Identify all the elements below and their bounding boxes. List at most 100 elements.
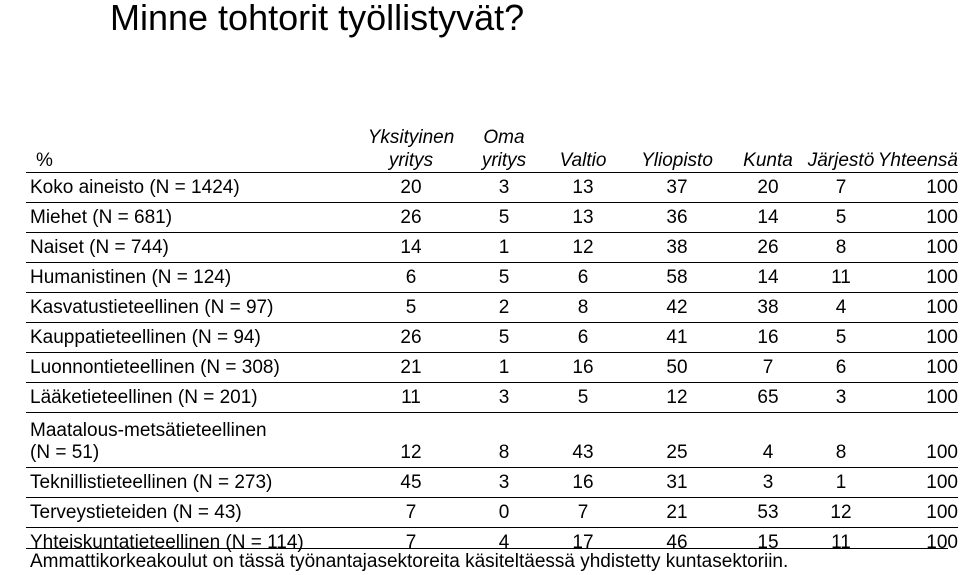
table-cell: 42 (624, 292, 730, 323)
table-cell: 58 (624, 262, 730, 293)
table-row: Miehet (N = 681) 26 5 13 36 14 5 100 (26, 202, 958, 233)
table-row: Humanistinen (N = 124) 6 5 6 58 14 11 100 (26, 262, 958, 293)
table-cell: 16 (730, 322, 806, 353)
table-cell: 11 (356, 382, 466, 413)
row-label: Terveystieteiden (N = 43) (26, 497, 356, 528)
column-header-university: Yliopisto (641, 150, 713, 171)
table-row: Kasvatustieteellinen (N = 97) 5 2 8 42 38 4 100 (26, 292, 958, 323)
column-header-organisation: Järjestö (807, 150, 875, 171)
table-cell: 6 (542, 262, 624, 293)
table-cell: 26 (356, 202, 466, 233)
employment-table: % Yksityinen yritys Oma yritys Valtio Ylio… (26, 120, 958, 557)
row-label: Teknillistieteellinen (N = 273) (26, 467, 356, 498)
table-header-row: % Yksityinen yritys Oma yritys Valtio Ylio… (26, 120, 958, 173)
table-cell: 8 (466, 412, 542, 468)
page-title: Minne tohtorit työllistyvät? (110, 0, 525, 38)
table-row: Yhteiskuntatieteellinen (N = 114) 7 4 17 46 1… (26, 527, 958, 557)
table-cell: 7 (806, 172, 876, 203)
table-cell: 8 (806, 232, 876, 263)
table-cell: 13 (542, 172, 624, 203)
table-cell: 37 (624, 172, 730, 203)
table-cell: 25 (624, 412, 730, 468)
column-header-state: Valtio (559, 150, 607, 171)
table-cell: 21 (356, 352, 466, 383)
table-row: Naiset (N = 744) 14 1 12 38 26 8 100 (26, 232, 958, 263)
table-cell: 8 (806, 412, 876, 468)
table-cell: 5 (806, 322, 876, 353)
table-cell: 20 (356, 172, 466, 203)
table-body: Koko aineisto (N = 1424) 20 3 13 37 20 7 100 Mie… (26, 172, 958, 557)
table-cell: 4 (466, 527, 542, 557)
table-cell: 11 (806, 262, 876, 293)
table-cell: 2 (466, 292, 542, 323)
table-cell: 20 (730, 172, 806, 203)
table-cell: 100 (876, 412, 958, 468)
table-cell: 100 (876, 527, 958, 557)
table-cell: 5 (356, 292, 466, 323)
row-label: Naiset (N = 744) (26, 232, 356, 263)
table-cell: 3 (730, 467, 806, 498)
table-cell: 14 (730, 202, 806, 233)
table-cell: 5 (542, 382, 624, 413)
table-cell: 100 (876, 322, 958, 353)
table-cell: 12 (542, 232, 624, 263)
table-cell: 3 (806, 382, 876, 413)
table-cell: 38 (624, 232, 730, 263)
table-cell: 1 (466, 232, 542, 263)
table-cell: 100 (876, 262, 958, 293)
row-label: Luonnontieteellinen (N = 308) (26, 352, 356, 383)
table-cell: 100 (876, 352, 958, 383)
table-cell: 100 (876, 497, 958, 528)
table-cell: 5 (466, 322, 542, 353)
table-cell: 16 (542, 352, 624, 383)
table-cell: 11 (806, 527, 876, 557)
table-cell: 43 (542, 412, 624, 468)
table-cell: 17 (542, 527, 624, 557)
row-label: Lääketieteellinen (N = 201) (26, 382, 356, 413)
table-cell: 14 (356, 232, 466, 263)
row-label: Yhteiskuntatieteellinen (N = 114) (26, 527, 356, 557)
table-cell: 7 (542, 497, 624, 528)
table-cell: 14 (730, 262, 806, 293)
table-cell: 50 (624, 352, 730, 383)
column-header-total: Yhteensä (877, 150, 958, 171)
table-cell: 1 (466, 352, 542, 383)
table-cell: 15 (730, 527, 806, 557)
table-cell: 16 (542, 467, 624, 498)
table-cell: 100 (876, 467, 958, 498)
table-cell: 3 (466, 467, 542, 498)
table-cell: 4 (806, 292, 876, 323)
table-cell: 65 (730, 382, 806, 413)
percent-header: % (36, 150, 53, 171)
table-cell: 12 (356, 412, 466, 468)
table-cell: 5 (466, 262, 542, 293)
table-cell: 100 (876, 172, 958, 203)
table-cell: 100 (876, 292, 958, 323)
table-cell: 12 (806, 497, 876, 528)
table-cell: 38 (730, 292, 806, 323)
table-cell: 12 (624, 382, 730, 413)
table-row: Teknillistieteellinen (N = 273) 45 3 16 31 3 1… (26, 467, 958, 498)
table-cell: 6 (356, 262, 466, 293)
table-cell: 8 (542, 292, 624, 323)
table-cell: 100 (876, 232, 958, 263)
table-row: Luonnontieteellinen (N = 308) 21 1 16 50 7 6 10… (26, 352, 958, 383)
table-cell: 7 (356, 497, 466, 528)
table-cell: 3 (466, 172, 542, 203)
table-cell: 26 (356, 322, 466, 353)
row-label: Koko aineisto (N = 1424) (26, 172, 356, 203)
table-cell: 45 (356, 467, 466, 498)
table-cell: 4 (730, 412, 806, 468)
table-cell: 0 (466, 497, 542, 528)
row-label: Humanistinen (N = 124) (26, 262, 356, 293)
row-label: Maatalous-metsätieteellinen (N = 51) (26, 412, 356, 468)
table-cell: 6 (806, 352, 876, 383)
column-header-municipality: Kunta (743, 150, 793, 171)
table-cell: 5 (806, 202, 876, 233)
table-cell: 5 (466, 202, 542, 233)
row-label: Kasvatustieteellinen (N = 97) (26, 292, 356, 323)
table-row: Koko aineisto (N = 1424) 20 3 13 37 20 7 100 (26, 172, 958, 203)
table-cell: 7 (356, 527, 466, 557)
table-cell: 6 (542, 322, 624, 353)
row-label: Miehet (N = 681) (26, 202, 356, 233)
